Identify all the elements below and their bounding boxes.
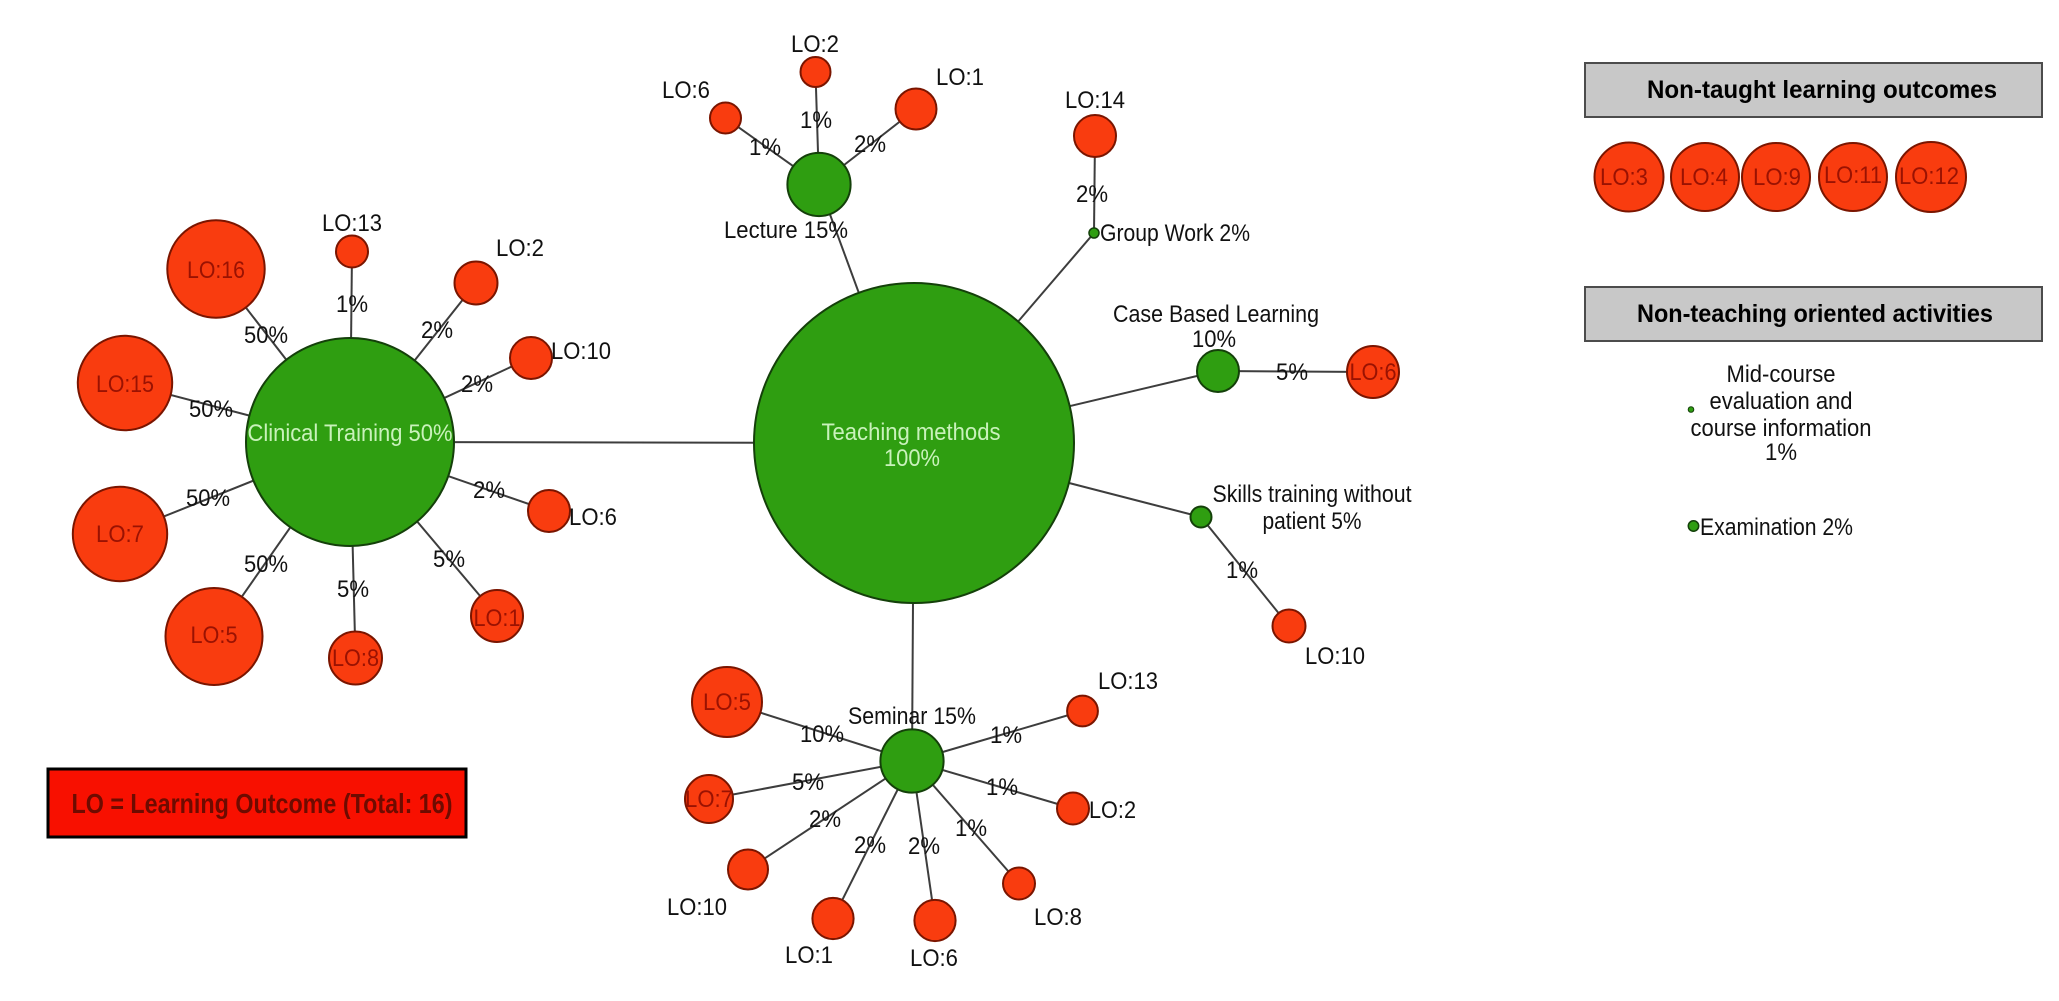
svg-text:1%: 1% [1226,557,1258,584]
svg-text:1%: 1% [986,774,1018,801]
svg-text:LO:2: LO:2 [1089,797,1136,824]
svg-text:LO:3: LO:3 [1600,164,1648,191]
svg-text:1%: 1% [800,107,832,134]
svg-text:Non-taught learning outcomes: Non-taught learning outcomes [1647,76,1997,104]
svg-text:LO = Learning Outcome (Total:: LO = Learning Outcome (Total: 16) [72,788,453,819]
svg-text:LO:5: LO:5 [191,622,238,649]
svg-text:5%: 5% [792,769,824,796]
svg-text:LO:7: LO:7 [685,786,733,813]
svg-text:LO:2: LO:2 [791,31,839,58]
svg-text:5%: 5% [337,576,369,603]
svg-text:50%: 50% [244,322,288,349]
svg-text:Skills training without: Skills training without [1213,481,1412,508]
svg-text:2%: 2% [854,832,886,859]
svg-text:evaluation and: evaluation and [1710,388,1853,415]
svg-text:1%: 1% [749,134,781,161]
svg-text:1%: 1% [336,291,368,318]
svg-text:LO:1: LO:1 [474,605,521,632]
svg-text:50%: 50% [189,396,233,423]
svg-text:LO:2: LO:2 [496,235,544,262]
svg-text:LO:8: LO:8 [1034,904,1082,931]
svg-text:LO:4: LO:4 [1680,164,1728,191]
svg-text:1%: 1% [990,722,1022,749]
svg-text:Examination 2%: Examination 2% [1700,514,1853,541]
svg-text:5%: 5% [1276,359,1308,386]
svg-text:course information: course information [1691,415,1872,442]
svg-text:50%: 50% [244,551,288,578]
svg-text:100%: 100% [884,445,940,472]
svg-text:LO:6: LO:6 [569,504,617,531]
svg-text:LO:10: LO:10 [551,338,611,365]
svg-text:10%: 10% [1192,326,1236,353]
svg-text:LO:6: LO:6 [662,77,710,104]
svg-text:Group Work 2%: Group Work 2% [1100,220,1250,247]
svg-text:2%: 2% [809,806,841,833]
svg-text:Non-teaching oriented activiti: Non-teaching oriented activities [1637,300,1993,328]
svg-text:LO:7: LO:7 [96,521,144,548]
svg-text:Mid-course: Mid-course [1727,361,1836,388]
svg-text:LO:6: LO:6 [1350,359,1397,386]
svg-text:LO:10: LO:10 [1305,643,1365,670]
svg-text:2%: 2% [421,317,453,344]
svg-text:LO:11: LO:11 [1824,162,1882,189]
svg-text:50%: 50% [186,485,230,512]
svg-text:2%: 2% [1076,181,1108,208]
svg-text:Lecture 15%: Lecture 15% [724,217,848,244]
svg-text:Seminar 15%: Seminar 15% [848,703,976,730]
svg-text:1%: 1% [1765,439,1797,466]
svg-text:Teaching methods: Teaching methods [822,419,1001,446]
svg-text:LO:10: LO:10 [667,894,727,921]
svg-text:LO:1: LO:1 [785,942,833,969]
svg-text:LO:13: LO:13 [1098,668,1158,695]
svg-text:2%: 2% [461,371,493,398]
svg-text:2%: 2% [908,833,940,860]
svg-text:LO:13: LO:13 [322,210,382,237]
svg-text:2%: 2% [854,131,886,158]
svg-text:10%: 10% [800,721,844,748]
svg-text:LO:8: LO:8 [332,645,379,672]
svg-text:LO:12: LO:12 [1899,163,1959,190]
svg-text:1%: 1% [955,815,987,842]
svg-text:patient 5%: patient 5% [1263,508,1362,535]
svg-text:LO:5: LO:5 [703,689,751,716]
svg-text:Clinical Training 50%: Clinical Training 50% [248,420,453,447]
svg-text:LO:1: LO:1 [936,64,984,91]
svg-text:2%: 2% [473,477,505,504]
svg-text:LO:9: LO:9 [1753,164,1801,191]
svg-text:LO:16: LO:16 [187,257,245,284]
svg-text:5%: 5% [433,546,465,573]
svg-text:LO:15: LO:15 [96,371,154,398]
svg-text:LO:14: LO:14 [1065,87,1125,114]
svg-text:Case Based Learning: Case Based Learning [1113,301,1319,328]
svg-text:LO:6: LO:6 [910,945,958,972]
